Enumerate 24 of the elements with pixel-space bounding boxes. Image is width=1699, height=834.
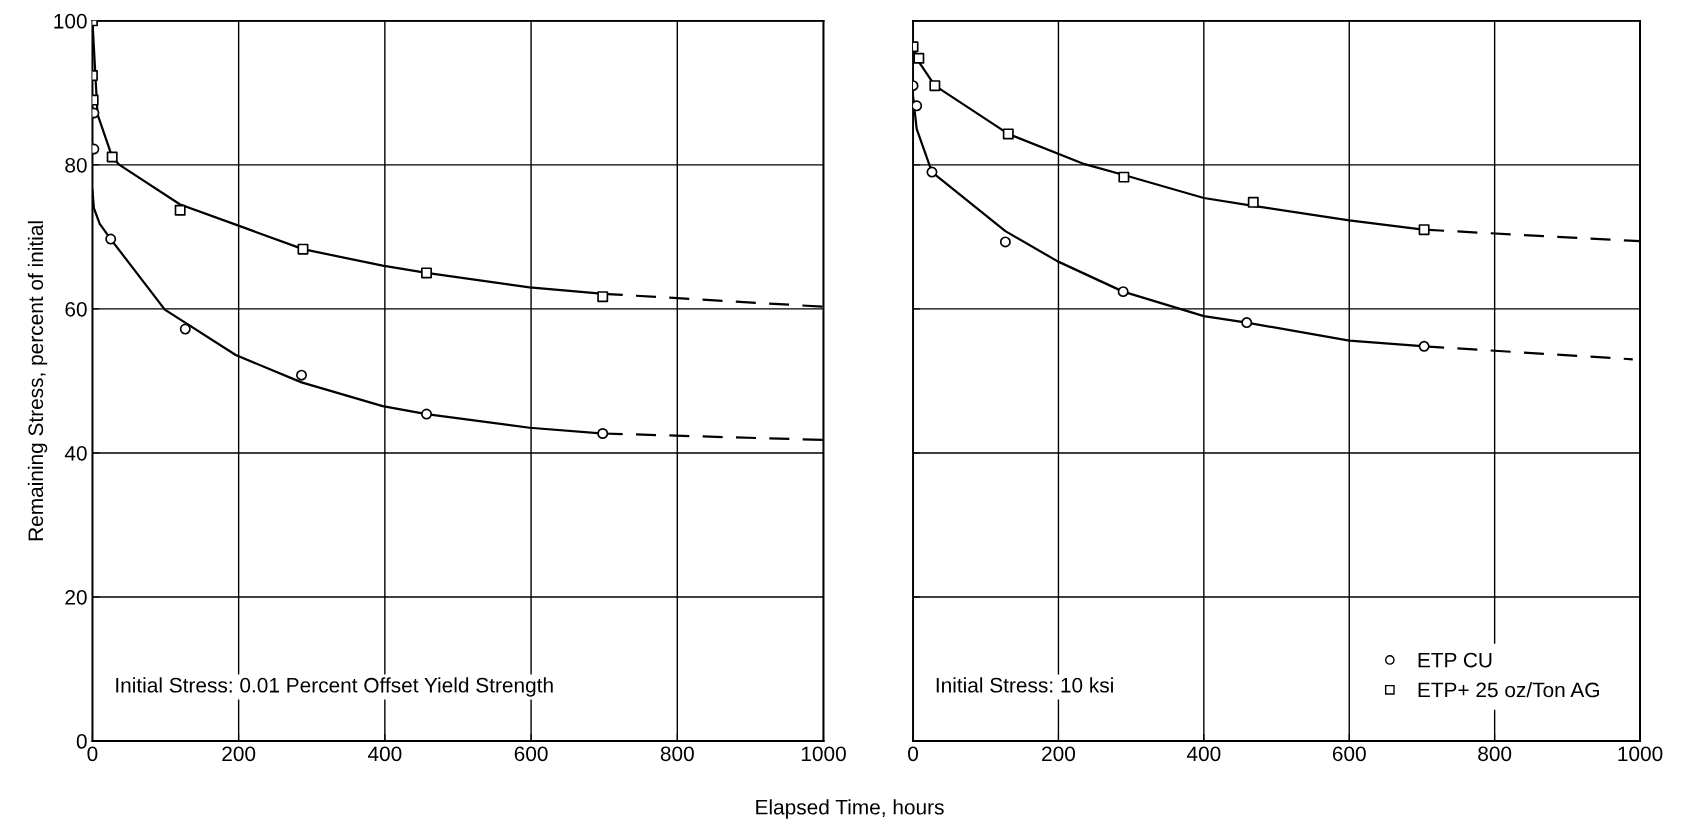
x-tick-label: 800	[1478, 746, 1512, 762]
x-tick-label: 200	[1042, 746, 1076, 762]
legend-label: ETP+ 25 oz/Ton AG	[1418, 682, 1599, 698]
x-tick-label: 200	[222, 746, 256, 762]
x-tick-label: 600	[514, 746, 548, 762]
x-tick-label: 800	[660, 746, 694, 762]
y-tick-label: 60	[65, 301, 87, 317]
x-tick-label: 1000	[801, 746, 846, 762]
y-tick-label: 20	[65, 589, 87, 605]
x-axis-title: Elapsed Time, hours	[756, 799, 944, 819]
x-tick-label: 1000	[1618, 746, 1663, 762]
annotation: Initial Stress: 10 ksi	[936, 677, 1113, 693]
x-tick-label: 0	[87, 746, 98, 762]
x-tick-label: 400	[367, 746, 402, 762]
y-tick-label: 0	[76, 734, 87, 749]
annotation: Initial Stress: 0.01 Percent Offset Yield Strength	[116, 677, 553, 697]
y-tick-label: 100	[54, 13, 87, 29]
legend-label: ETP CU	[1418, 652, 1492, 668]
x-tick-label: 400	[1186, 746, 1221, 762]
y-tick-label: 80	[65, 157, 87, 173]
y-axis-title: Remaining Stress, percent of initial	[27, 221, 48, 541]
y-tick-label: 40	[64, 445, 87, 461]
x-tick-label: 600	[1332, 746, 1366, 762]
x-tick-label: 0	[908, 746, 919, 762]
